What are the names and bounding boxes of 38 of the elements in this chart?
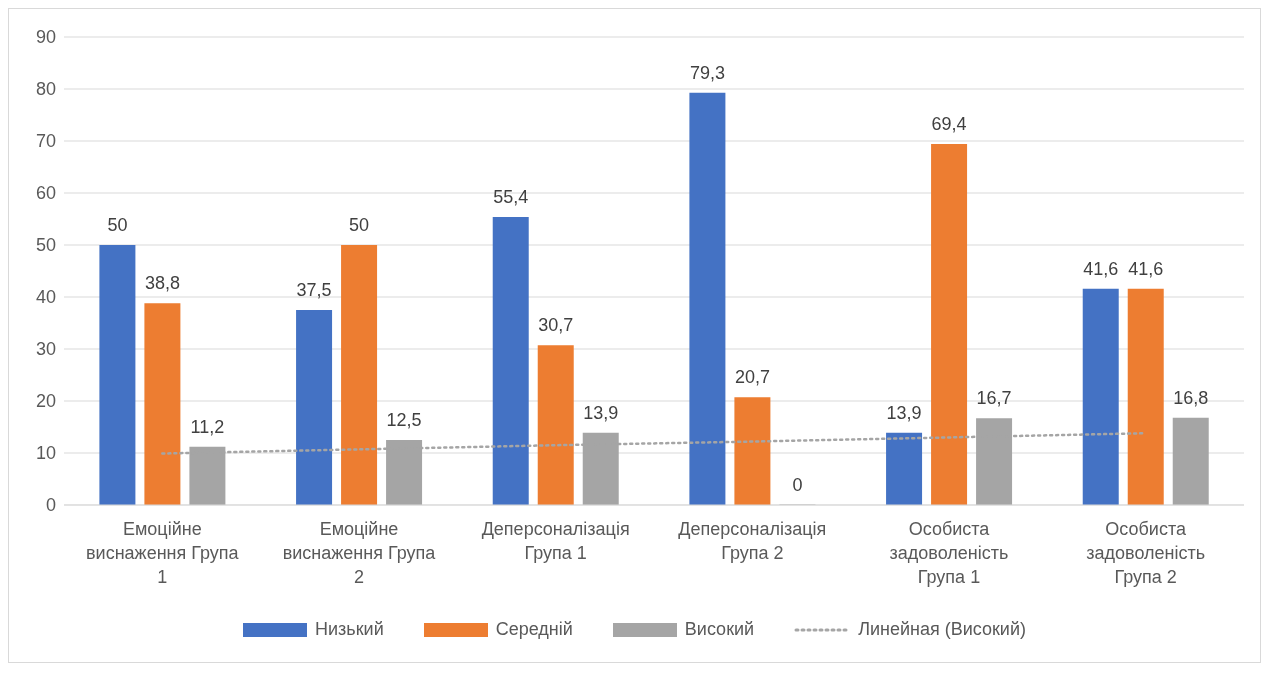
data-label: 13,9 <box>583 402 619 423</box>
data-label: 38,8 <box>144 273 180 294</box>
y-tick-label: 90 <box>35 27 56 48</box>
y-tick-label: 0 <box>45 495 56 516</box>
x-tick-label: Деперсоналізація Група 1 <box>481 519 630 563</box>
y-tick-label: 10 <box>35 443 56 464</box>
data-label: 0 <box>792 474 803 495</box>
y-tick-label: 30 <box>35 339 56 360</box>
y-tick-label: 40 <box>35 287 56 308</box>
data-label: 37,5 <box>296 280 332 300</box>
data-label: 79,3 <box>689 62 725 83</box>
data-label: 30,7 <box>538 315 574 336</box>
y-tick-label: 60 <box>35 183 56 204</box>
legend-label: Високий <box>684 619 755 640</box>
data-label: 16,8 <box>1173 387 1209 408</box>
y-tick-label: 50 <box>35 235 56 256</box>
data-label: 20,7 <box>734 367 770 388</box>
x-tick-label: Особиста задоволеність Група 2 <box>1086 519 1206 587</box>
data-label: 16,7 <box>976 388 1012 409</box>
y-tick-label: 80 <box>35 79 56 100</box>
data-label: 50 <box>107 215 128 235</box>
data-label: 12,5 <box>386 410 422 430</box>
x-tick-label: Особиста задоволеність Група 1 <box>889 519 1009 587</box>
x-tick-label: Емоційне виснаження Група 1 <box>86 519 240 587</box>
data-label: 41,6 <box>1128 258 1164 279</box>
data-label: 69,4 <box>931 114 967 135</box>
x-tick-label: Емоційне виснаження Група 2 <box>282 519 437 587</box>
legend-label: Середній <box>495 619 573 640</box>
legend-label: Низький <box>315 619 384 640</box>
y-tick-label: 70 <box>35 131 56 152</box>
data-label: 55,4 <box>493 186 529 207</box>
x-tick-label: Деперсоналізація Група 2 <box>678 519 827 563</box>
y-tick-label: 20 <box>35 391 56 412</box>
data-label: 13,9 <box>886 402 922 423</box>
data-label: 11,2 <box>190 416 225 437</box>
data-label: 50 <box>349 215 370 235</box>
data-label: 41,6 <box>1083 258 1119 279</box>
legend-label: Линейная (Високий) <box>858 619 1026 640</box>
